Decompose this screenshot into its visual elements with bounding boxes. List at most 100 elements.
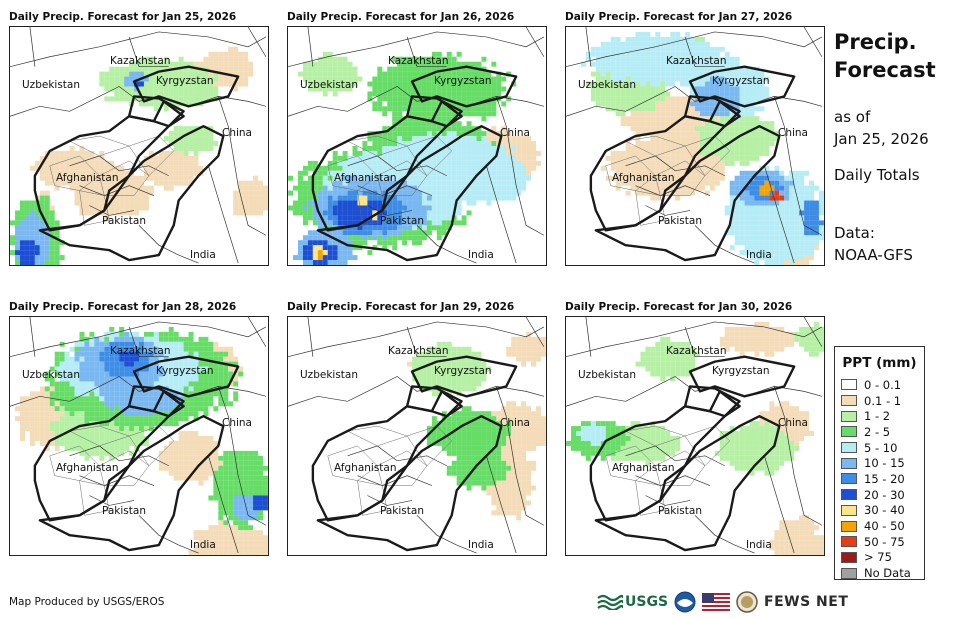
precip-cell (739, 116, 745, 122)
precip-cell (521, 136, 527, 142)
precip-cell (759, 96, 765, 102)
precip-cell (446, 126, 452, 132)
precip-cell (421, 175, 427, 181)
precip-cell (143, 440, 149, 446)
precip-cell (307, 175, 313, 181)
precip-cell (238, 475, 244, 481)
precip-cell (208, 535, 214, 541)
precip-cell (307, 230, 313, 236)
precip-cell (516, 406, 522, 412)
precip-cell (238, 190, 244, 196)
precip-cell (337, 250, 343, 256)
precip-cell (89, 371, 95, 377)
precip-cell (183, 465, 189, 471)
precip-cell (183, 141, 189, 146)
precip-cell (794, 190, 800, 196)
precip-cell (690, 61, 695, 67)
precip-cell (615, 56, 621, 62)
precip-cell (218, 535, 224, 541)
precip-cell (685, 190, 691, 196)
precip-cell (699, 91, 705, 97)
precip-cell (357, 170, 363, 176)
precip-cell (744, 71, 750, 77)
precip-cell (153, 71, 159, 77)
precip-cell (193, 460, 199, 466)
precip-cell (362, 230, 368, 236)
precip-cell (759, 106, 765, 112)
precip-cell (188, 396, 194, 402)
precip-cell (630, 180, 636, 186)
precip-cell (208, 470, 214, 476)
precip-cell (585, 56, 591, 62)
precip-cell (223, 396, 229, 402)
precip-cell (471, 195, 477, 201)
precip-cell (44, 396, 50, 402)
precip-cell (69, 411, 75, 417)
precip-cell (233, 480, 239, 486)
precip-cell (804, 210, 810, 216)
precip-cell (739, 155, 745, 161)
precip-cell (739, 136, 745, 142)
precip-cell (109, 200, 115, 206)
precip-cell (640, 61, 646, 67)
precip-cell (243, 81, 249, 87)
precip-cell (749, 195, 755, 201)
precip-cell (337, 220, 343, 226)
precip-cell (486, 366, 492, 372)
precip-cell (699, 170, 705, 176)
precip-cell (104, 215, 110, 221)
precip-cell (158, 61, 164, 67)
precip-cell (15, 260, 20, 265)
precip-cell (173, 71, 179, 77)
precip-cell (481, 460, 487, 466)
precip-cell (660, 121, 666, 127)
precip-cell (441, 210, 447, 216)
precip-cell (357, 150, 363, 156)
precip-cell (173, 351, 179, 357)
precip-cell (218, 61, 224, 67)
precip-cell (540, 351, 546, 357)
precip-cell (476, 141, 482, 146)
precip-cell (347, 71, 353, 77)
precip-cell (749, 116, 755, 122)
precip-cell (74, 376, 80, 382)
precip-cell (89, 346, 95, 352)
precip-cell (709, 121, 715, 127)
precip-cell (451, 101, 457, 107)
precip-cell (243, 490, 249, 496)
precip-cell (665, 165, 671, 171)
precip-cell (302, 245, 308, 251)
precip-cell (119, 205, 125, 211)
precip-cell (635, 46, 641, 52)
precip-cell (188, 550, 194, 555)
precip-cell (650, 56, 656, 62)
precip-cell (481, 175, 487, 181)
precip-cell (655, 175, 661, 181)
precip-cell (397, 190, 403, 196)
precip-cell (640, 131, 646, 137)
precip-cell (228, 535, 234, 541)
precip-cell (332, 91, 338, 97)
precip-cell (446, 116, 452, 122)
precip-cell (769, 240, 775, 246)
precip-cell (407, 126, 413, 132)
precip-cell (143, 421, 149, 427)
precip-cell (94, 356, 100, 362)
precip-cell (198, 346, 204, 352)
precip-cell (89, 366, 95, 372)
precip-cell (471, 170, 477, 176)
precip-cell (536, 416, 541, 422)
precip-cell (84, 195, 90, 201)
precip-cell (332, 205, 338, 211)
precip-cell (426, 146, 432, 151)
precip-cell (173, 146, 179, 151)
precip-cell (342, 155, 348, 161)
precip-cell (516, 431, 522, 436)
precip-cell (754, 255, 760, 261)
precip-cell (178, 411, 184, 417)
precip-cell (446, 81, 452, 87)
precip-cell (134, 421, 139, 427)
precip-cell (436, 91, 442, 97)
admin-boundary (307, 27, 314, 67)
precip-cell (680, 81, 686, 87)
